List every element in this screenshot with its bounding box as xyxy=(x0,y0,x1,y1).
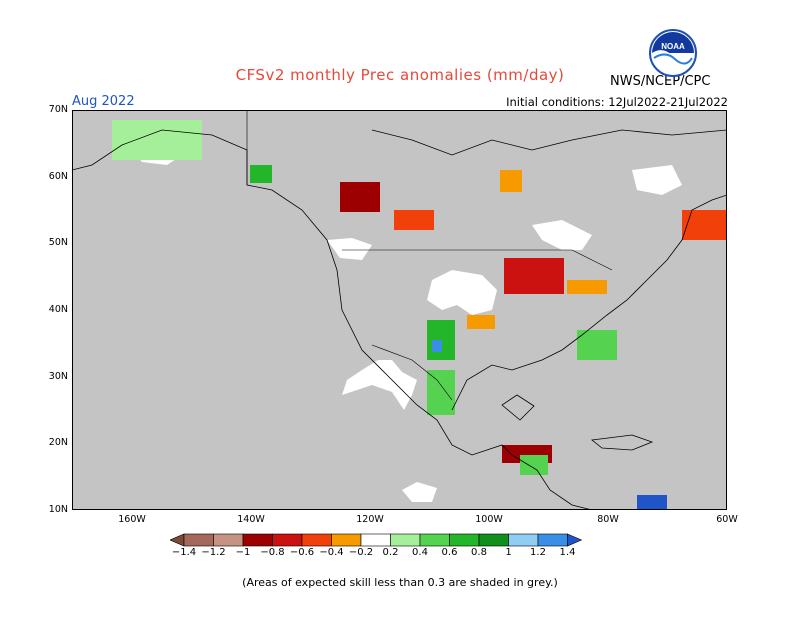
colorbar-tick-label: −1.2 xyxy=(201,547,226,558)
noaa-logo-text: NOAA xyxy=(661,42,685,51)
colorbar-swatch xyxy=(478,533,509,547)
lat-label-40n: 40N xyxy=(48,304,68,315)
colorbar-tick-label: 0.6 xyxy=(441,547,458,558)
colorbar-swatch xyxy=(242,533,273,547)
colorbar-swatch xyxy=(183,533,214,547)
lat-label-10n: 10N xyxy=(48,504,68,515)
colorbar-tick-label: −1.4 xyxy=(171,547,197,558)
colorbar-swatch xyxy=(301,533,332,547)
lon-label-100w: 100W xyxy=(475,514,503,525)
colorbar-tick-label: 1 xyxy=(505,547,512,558)
agency-label: NWS/NCEP/CPC xyxy=(610,74,711,89)
colorbar-tick-label: 0.4 xyxy=(412,547,428,558)
map-frame xyxy=(72,110,727,510)
lat-label-60n: 60N xyxy=(48,171,68,182)
lat-label-30n: 30N xyxy=(48,371,68,382)
forecast-month-label: Aug 2022 xyxy=(72,94,135,109)
colorbar-tick-label: 0.2 xyxy=(382,547,399,558)
colorbar-swatch xyxy=(213,533,244,547)
colorbar-swatch xyxy=(419,533,450,547)
coastlines xyxy=(72,129,727,510)
anomaly-map xyxy=(72,110,727,510)
colorbar-tick-label: 0.8 xyxy=(471,547,487,558)
initial-conditions-label: Initial conditions: 12Jul2022-21Jul2022 xyxy=(506,95,728,109)
colorbar-tick-label: −1 xyxy=(235,547,251,558)
lon-label-120w: 120W xyxy=(356,514,384,525)
colorbar-tick-label: 1.4 xyxy=(559,547,576,558)
colorbar-arrow-low xyxy=(170,533,185,547)
negative-anomaly-areas xyxy=(340,170,727,463)
noaa-logo-icon: NOAA xyxy=(649,29,697,77)
colorbar-swatch xyxy=(508,533,539,547)
lat-label-20n: 20N xyxy=(48,437,68,448)
colorbar-swatch xyxy=(390,533,421,547)
lon-label-160w: 160W xyxy=(118,514,146,525)
skill-footnote: (Areas of expected skill less than 0.3 a… xyxy=(242,576,558,589)
colorbar-tick-label: −0.8 xyxy=(260,547,285,558)
lat-label-70n: 70N xyxy=(48,104,68,115)
colorbar-swatch xyxy=(272,533,303,547)
grey-low-skill-background xyxy=(72,110,727,510)
colorbar-swatch xyxy=(360,533,391,547)
colorbar-tick-label: −0.6 xyxy=(289,547,315,558)
colorbar-tick-label: 1.2 xyxy=(530,547,546,558)
lon-label-60w: 60W xyxy=(716,514,738,525)
colorbar-swatch xyxy=(331,533,362,547)
lon-label-140w: 140W xyxy=(237,514,265,525)
colorbar-swatch xyxy=(449,533,480,547)
lat-label-50n: 50N xyxy=(48,237,68,248)
lon-label-80w: 80W xyxy=(597,514,619,525)
colorbar-tick-label: −0.4 xyxy=(319,547,344,558)
positive-anomaly-areas xyxy=(112,120,667,510)
colorbar-arrow-high xyxy=(567,533,583,547)
map-title: CFSv2 monthly Prec anomalies (mm/day) xyxy=(235,66,565,84)
colorbar xyxy=(170,533,583,547)
colorbar-swatch xyxy=(537,533,568,547)
political-borders xyxy=(246,110,613,401)
colorbar-tick-label: −0.2 xyxy=(348,547,374,558)
